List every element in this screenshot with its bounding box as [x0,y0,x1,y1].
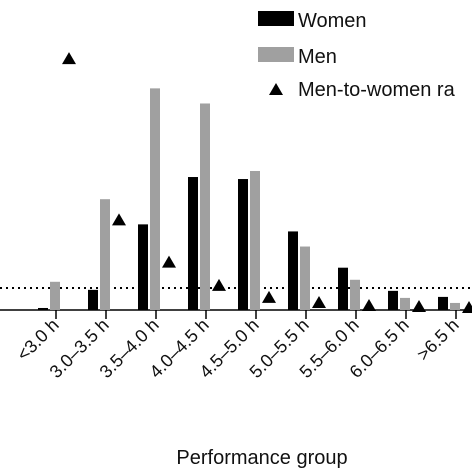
bar-men-7 [400,297,410,310]
legend-label-men: Men [298,46,337,68]
ratio-marker-6 [362,298,376,311]
bar-men-8 [450,302,460,310]
bar-women-0 [38,307,48,310]
ratio-markers-group [62,52,472,313]
ratio-marker-4 [262,290,276,303]
bar-women-8 [438,296,448,310]
bar-women-2 [138,224,148,310]
bar-men-4 [250,170,260,310]
bar-women-4 [238,179,248,310]
bar-men-0 [50,281,60,310]
ratio-marker-3 [212,278,226,291]
bar-men-5 [300,246,310,310]
bar-women-6 [338,267,348,310]
ratio-marker-8 [462,300,472,313]
x-ticks-group: <3.0 h3.0–3.5 h3.5–4.0 h4.0–4.5 h4.5–5.0… [13,310,463,382]
legend-label-women: Women [298,10,367,32]
legend-swatch-women [258,11,294,26]
bar-men-3 [200,103,210,311]
ratio-marker-7 [412,299,426,312]
bar-women-7 [388,290,398,310]
bar-men-2 [150,88,160,311]
legend: Women Men Men-to-women ra [258,10,456,101]
legend-triangle-icon [269,83,283,95]
legend-swatch-men [258,47,294,62]
legend-label-ratio: Men-to-women ra [298,79,456,101]
bars-group [38,88,460,311]
ratio-marker-5 [312,295,326,308]
x-tick-label-8: >6.5 h [413,315,463,365]
bar-women-5 [288,231,298,310]
ratio-marker-2 [162,255,176,268]
ratio-marker-1 [112,213,126,226]
bar-men-1 [100,199,110,310]
x-axis-title: Performance group [176,447,347,469]
bar-women-1 [88,289,98,310]
bar-women-3 [188,177,198,310]
bar-men-6 [350,279,360,310]
ratio-marker-0 [62,52,76,65]
